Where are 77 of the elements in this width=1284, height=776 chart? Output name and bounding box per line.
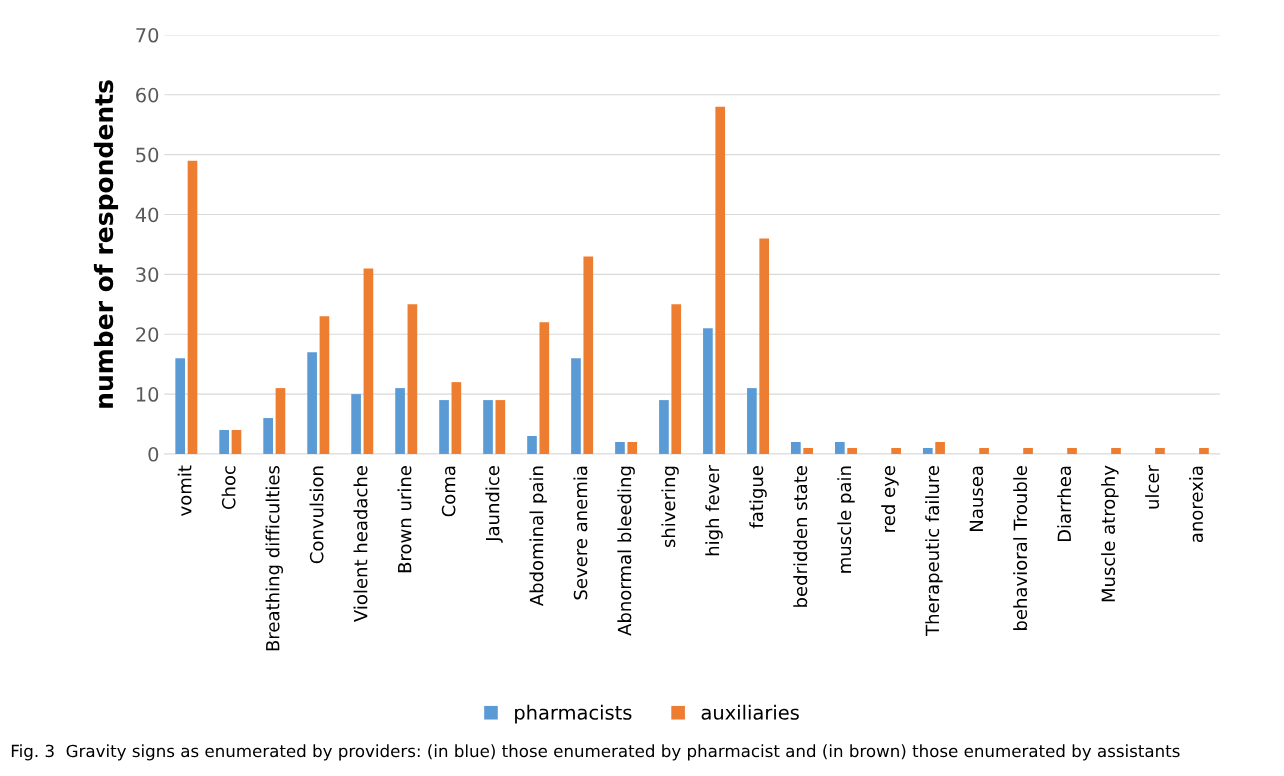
bar	[659, 400, 669, 454]
bar	[847, 447, 857, 454]
bar	[935, 441, 945, 454]
x-tick-label: high fever	[705, 465, 723, 556]
bar	[187, 160, 198, 454]
bar	[539, 322, 550, 454]
bar	[451, 382, 462, 454]
x-tick-label: Therapeutic failure	[925, 466, 943, 636]
bar	[1199, 447, 1209, 454]
x-tick-label: ulcer	[1145, 465, 1160, 509]
x-tick-label: Jaundice	[485, 466, 503, 543]
x-tick-label: anorexia	[1189, 466, 1204, 543]
bar	[351, 394, 361, 454]
y-tick-label: 30	[136, 267, 159, 283]
y-tick-label: 50	[136, 147, 159, 163]
x-tick-label: Convulsion	[309, 466, 324, 564]
x-tick-label: bedridden state	[793, 466, 808, 607]
y-tick-label: 70	[136, 27, 159, 43]
x-tick-label: Abdominal pain	[529, 466, 547, 607]
x-tick-label: behavioral Trouble	[1013, 466, 1028, 630]
bar	[363, 268, 374, 454]
x-tick-label: shivering	[661, 466, 679, 548]
bar	[1067, 447, 1077, 454]
bar	[671, 304, 682, 454]
bar	[319, 316, 330, 454]
x-tick-label: Breathing difficulties	[265, 465, 284, 651]
bar	[715, 106, 726, 454]
legend-label: auxiliaries	[701, 704, 799, 720]
bar	[615, 441, 625, 454]
x-tick-label: Violent headache	[353, 466, 368, 622]
bar	[483, 400, 493, 454]
bar	[922, 447, 933, 454]
bar	[1023, 447, 1033, 454]
bar	[835, 441, 845, 454]
x-tick-label: Severe anemia	[573, 466, 588, 600]
bar	[571, 358, 581, 454]
x-tick-label: Diarrhea	[1057, 466, 1072, 542]
y-tick-label: 0	[148, 446, 159, 462]
legend-label: pharmacists	[515, 704, 632, 724]
x-tick-label: red eye	[881, 466, 899, 532]
bar	[527, 436, 537, 454]
y-tick-label: 20	[136, 327, 159, 342]
x-tick-label: Nausea	[969, 466, 984, 531]
caption: Fig. 3 Gravity signs as enumerated by providers: (in blue) those enumerated by pharmacist and (in brown) those enumerated by assistants	[11, 744, 1180, 761]
x-tick-label: vomit	[177, 465, 192, 516]
x-tick-label: Choc	[221, 466, 236, 510]
bar	[803, 447, 814, 454]
bar	[1111, 447, 1121, 454]
x-tick-label: Muscle atrophy	[1101, 465, 1119, 602]
bar	[495, 400, 506, 454]
y-tick-label: 60	[136, 87, 159, 103]
x-tick-label: Coma	[441, 466, 456, 517]
bar	[395, 388, 405, 454]
x-tick-label: Brown urine	[397, 466, 412, 573]
bar	[791, 441, 801, 454]
y-axis-title: number of respondents	[93, 80, 119, 408]
bar	[307, 352, 317, 454]
bar	[231, 430, 242, 454]
bar	[891, 447, 901, 454]
x-tick-label: Abnormal bleeding	[617, 466, 635, 636]
y-tick-label: 10	[136, 387, 159, 402]
bar	[219, 430, 229, 454]
bar	[275, 388, 286, 454]
x-tick-label: fatigue	[749, 466, 767, 529]
bar	[747, 388, 757, 454]
bar	[627, 441, 638, 454]
bar	[703, 328, 713, 454]
bar	[583, 256, 594, 454]
bar	[759, 238, 770, 454]
y-tick-label: 40	[135, 207, 159, 223]
bar	[439, 400, 449, 454]
bar	[1155, 447, 1165, 454]
bar	[407, 304, 418, 454]
bar	[979, 447, 989, 454]
bar	[175, 358, 186, 454]
x-tick-label: muscle pain	[837, 466, 855, 573]
bar	[263, 418, 273, 454]
